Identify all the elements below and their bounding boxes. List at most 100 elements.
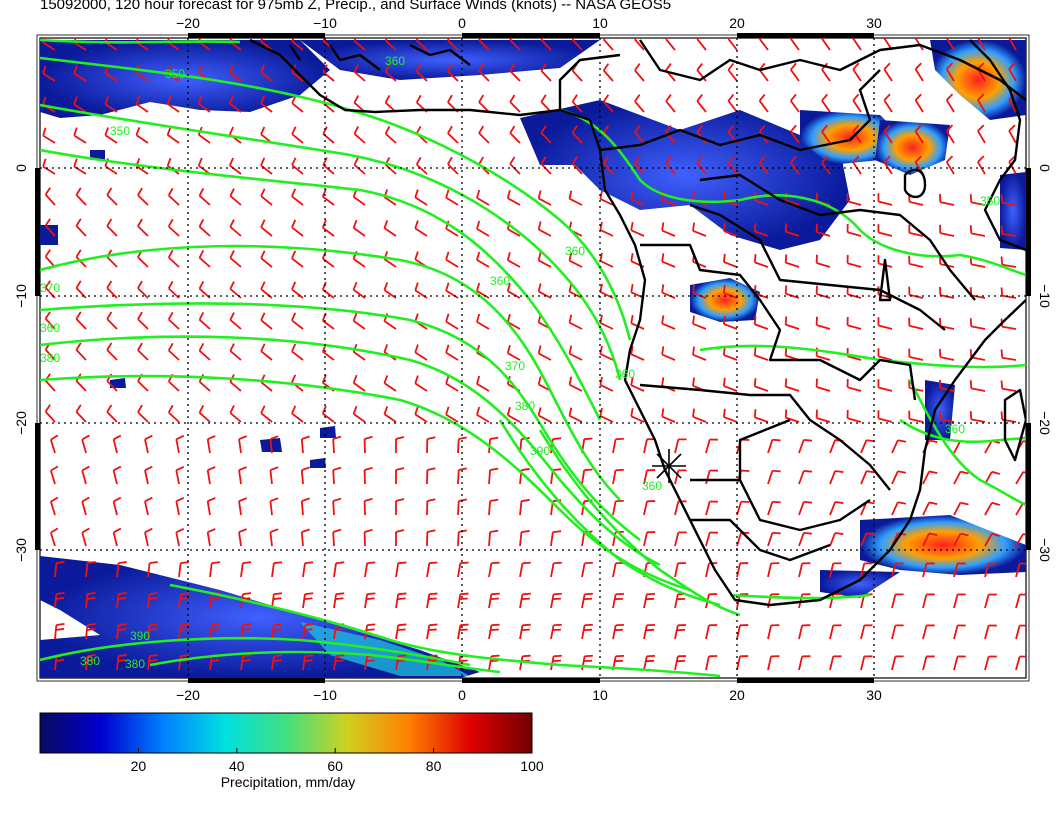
wind-barb (509, 38, 521, 51)
wind-barb (116, 623, 127, 640)
wind-barb (537, 190, 552, 206)
wind-barb (643, 531, 656, 547)
wind-barb (352, 219, 366, 237)
wind-barb (953, 655, 966, 671)
wind-barb (571, 38, 583, 51)
wind-barb (144, 527, 153, 547)
contour-line (859, 229, 1026, 277)
wind-barb (643, 438, 656, 454)
wind-barb (353, 157, 366, 175)
wind-barb (550, 437, 562, 454)
wind-barb (692, 222, 707, 237)
wind-barb (364, 561, 376, 578)
wind-barb (445, 189, 459, 206)
wind-barb (147, 592, 158, 609)
wind-barb (302, 623, 314, 640)
wind-barb (519, 592, 531, 609)
contour-line (40, 103, 622, 381)
wind-barb (49, 496, 59, 516)
wind-barb (260, 250, 273, 268)
wind-barb (137, 218, 149, 237)
wind-barb (860, 470, 875, 485)
wind-barb (42, 158, 56, 175)
wind-barb (73, 96, 87, 113)
wind-barb (137, 280, 149, 299)
wind-barb (722, 346, 738, 361)
wind-barb (363, 497, 373, 516)
precip-ne (930, 40, 1026, 120)
wind-barb (829, 470, 844, 485)
contour-line (498, 419, 721, 607)
wind-barb (969, 380, 986, 392)
wind-barb (984, 624, 997, 640)
lon-tick-label-bottom: 10 (592, 687, 608, 703)
wind-barb (44, 187, 56, 206)
wind-barb (178, 561, 189, 578)
wind-barb (81, 496, 90, 516)
wind-barb (821, 124, 831, 144)
wind-barb (147, 561, 158, 578)
wind-barb (939, 224, 955, 237)
wind-barb (144, 434, 153, 454)
wind-barb (969, 411, 986, 423)
wind-barb (476, 406, 490, 423)
wind-barb (415, 63, 428, 82)
wind-barb (798, 655, 811, 671)
wind-barb (846, 378, 862, 392)
wind-barb (550, 623, 562, 640)
wind-barb (426, 529, 436, 547)
wind-barb (939, 348, 955, 361)
wind-barb (137, 342, 149, 361)
wind-barb (692, 315, 707, 330)
wind-barb (49, 465, 59, 485)
wind-barb (674, 469, 687, 485)
wind-barb (953, 593, 966, 609)
wind-barb (175, 465, 185, 485)
wind-barb (54, 622, 65, 640)
wind-barb (846, 316, 862, 330)
lat-tick-label-right: −30 (1037, 538, 1053, 562)
wind-barb (860, 501, 875, 516)
wind-barb (44, 311, 56, 330)
wind-barb (784, 254, 800, 268)
wind-barb (922, 470, 938, 485)
wind-barb (790, 93, 800, 113)
wind-barb (630, 376, 645, 392)
wind-barb (291, 250, 304, 268)
wind-barb (506, 406, 521, 423)
wind-barb (137, 311, 149, 330)
wind-barb (612, 468, 624, 485)
wind-barb (877, 317, 893, 330)
lat-tick-label-right: 0 (1037, 164, 1053, 172)
wind-barb (85, 561, 96, 578)
wind-barb (302, 592, 314, 609)
wind-barb (363, 528, 373, 547)
wind-barb (753, 409, 769, 423)
wind-barb (602, 156, 614, 175)
wind-barb (519, 561, 531, 578)
wind-barb (414, 344, 428, 361)
wind-barb (260, 312, 273, 330)
wind-barb (883, 62, 893, 82)
wind-barb (537, 221, 552, 237)
height-contour-layer (40, 38, 1026, 678)
wind-barb (42, 65, 56, 82)
lat-lon-grid (40, 38, 1026, 678)
wind-barb (939, 193, 955, 206)
wind-barb (302, 654, 314, 671)
wind-barb (395, 529, 405, 547)
wind-barb (945, 124, 955, 144)
wind-barb (488, 623, 500, 640)
wind-barb (209, 623, 221, 640)
wind-barb-field (42, 38, 1026, 671)
wind-barb (661, 408, 676, 423)
wind-barb (302, 561, 314, 578)
wind-barb (612, 561, 624, 578)
wind-barb (914, 124, 924, 144)
wind-barb (630, 190, 645, 206)
wind-barb (914, 62, 924, 82)
colorbar-title: Precipitation, mm/day (220, 774, 356, 790)
wind-barb (798, 500, 813, 516)
precip-angola (690, 278, 760, 322)
wind-barb (922, 593, 935, 609)
